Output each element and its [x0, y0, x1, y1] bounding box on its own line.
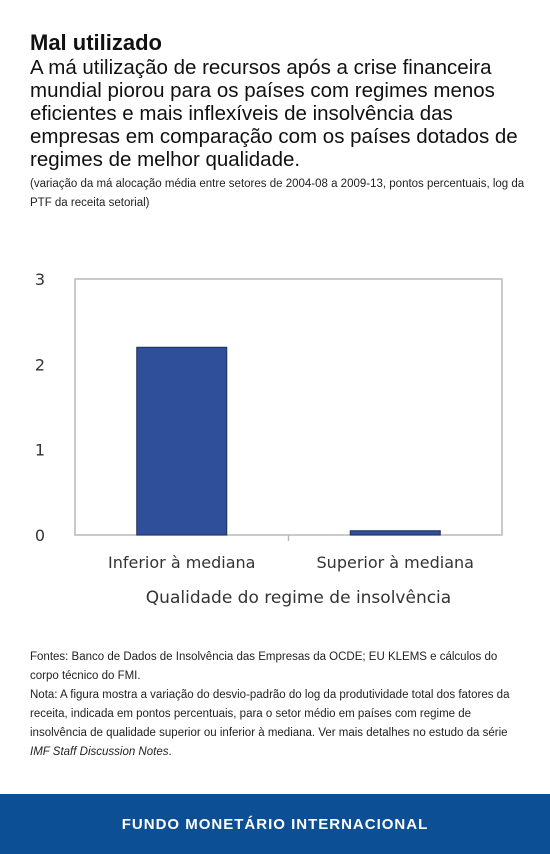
- header: Mal utilizado A má utilização de recurso…: [30, 30, 525, 213]
- imf-brand-name: FUNDO MONETÁRIO INTERNACIONAL: [121, 815, 429, 833]
- chart-title: Mal utilizado: [30, 30, 162, 55]
- imf-brand-bar: FUNDO MONETÁRIO INTERNACIONAL: [0, 794, 550, 854]
- y-tick-label: 3: [35, 270, 45, 289]
- x-tick-label: Inferior à mediana: [108, 553, 255, 572]
- note-italic: IMF Staff Discussion Notes: [30, 746, 169, 758]
- chart-subtitle: A má utilização de recursos após a crise…: [30, 56, 518, 171]
- footer-notes: Fontes: Banco de Dados de Insolvência da…: [30, 648, 525, 762]
- y-tick-label: 1: [35, 441, 45, 460]
- bar: [349, 530, 441, 536]
- bar: [136, 346, 228, 536]
- y-tick-label: 2: [35, 355, 45, 374]
- note-suffix: .: [168, 746, 172, 758]
- chart-plot: 0 1 2 3 Inferior à mediana Superior à mediana…: [35, 270, 503, 608]
- y-tick-label: 0: [35, 526, 45, 545]
- sources-text: Fontes: Banco de Dados de Insolvência da…: [30, 651, 498, 682]
- chart-units-note: (variação da má alocação média entre set…: [30, 178, 525, 209]
- note-prefix: Nota: A figura mostra a variação do desv…: [30, 689, 510, 739]
- x-axis-title: Qualidade do regime de insolvência: [146, 588, 451, 608]
- x-tick-label: Superior à mediana: [317, 553, 474, 572]
- note-text: Nota: A figura mostra a variação do desv…: [30, 686, 525, 762]
- bar-chart: 0 1 2 3 Inferior à mediana Superior à mediana…: [35, 270, 503, 608]
